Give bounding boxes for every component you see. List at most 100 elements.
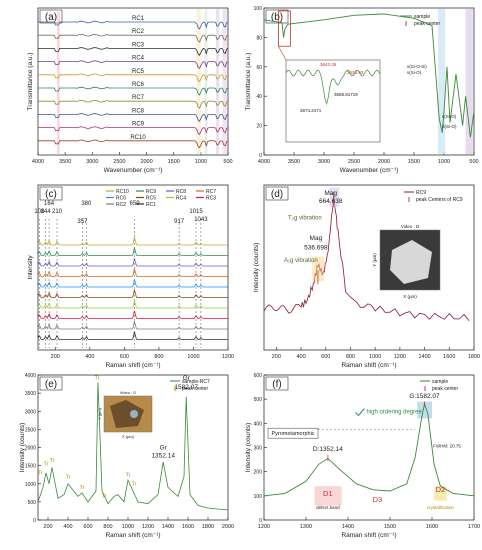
panel-letter-box [39,186,63,201]
x-tick-label: 1000 [122,524,134,530]
y-tick-label: 3500 [25,391,36,397]
legend-label: RC9 [146,189,156,195]
tr-label: Tr [126,473,131,479]
inset-peak-label: 3626.93 [347,70,364,75]
annotation: A₁g vibration [284,258,318,264]
x-tick-label: 2000 [378,159,390,165]
gr-label: Gr [183,375,191,382]
x-tick-label: 200 [43,524,52,530]
peak-label: 357 [77,219,88,225]
plot-frame [263,7,475,156]
series-line [37,237,228,246]
series-label: RC10 [130,135,146,141]
x-tick-label: 4000 [32,159,44,165]
x-tick-label: 200 [272,354,281,360]
peak-label: 210 [52,209,63,215]
legend-label: RC2 [116,202,126,208]
x-tick-label: 1800 [202,524,214,530]
inset-xlabel: X (μm) [403,294,417,299]
y-tick-label: 80 [256,35,262,41]
y-tick-label: 20 [256,124,262,130]
legend-label: RC10 [116,189,129,195]
inset-peak-label: 3643.39 [320,62,337,67]
legend-label: peak center [182,386,208,392]
x-tick-label: 1200 [222,354,234,360]
y-tick-label: 40 [256,94,262,100]
y-tick-label: 2500 [25,427,36,433]
band-highlight [417,401,432,419]
peak-label: 108 [34,209,45,215]
inset-peak-label: 3658.81719 [334,92,358,97]
annotation: Pyrometamorphic [271,431,314,437]
inset-ylabel: Y (μm) [97,407,102,420]
series-label: RC3 [132,42,145,48]
legend-label: peak center [432,386,458,392]
panel-letter-box [265,376,289,391]
panel-letter-box [265,186,289,201]
x-axis-label: Wavenumber (cm⁻¹) [104,167,163,174]
panel-e: 200 400 600 800 1000 1200 1400 1600 1800 2000 Rama… [19,373,234,539]
series-line [38,33,229,43]
series-label: RC2 [132,29,145,35]
series-label: RC7 [132,95,145,101]
legend: RC10 RC9 RC8 RC7 RC6 RC5 RC4 RC3 RC2 RC1 [106,189,216,208]
x-tick-label: 1000 [195,159,207,165]
y-axis-label: Intensity (counts) [253,243,260,293]
tr-label: Tr [38,471,43,477]
legend-label: RC4 [176,196,186,202]
y-tick-label: 1500 [25,464,36,470]
panel-f: 1200 1300 1400 1500 1600 1700 Raman shift (cm⁻… [245,373,480,539]
panel-c: 200 400 600 800 1000 1200 Raman shift (cm⁻¹) In… [27,184,234,369]
x-tick-label: 400 [63,524,72,530]
gr-value: 1352.14 [151,453,175,460]
x-tick-label: 600 [83,524,92,530]
x-tick-label: 3500 [288,159,300,165]
series-label: RC9 [132,122,145,128]
y-tick-label: 0 [33,518,36,524]
peak-highlight [312,256,324,282]
x-tick-label: 2500 [348,159,360,165]
peak-label: 380 [81,201,92,207]
x-tick-label: 3000 [86,159,98,165]
peak-label: 144 [41,209,52,215]
y-tick-label: 400 [254,421,263,427]
series-line [38,73,229,83]
y-axis-label: Intensity (counts) [19,423,26,473]
peak-label: 1015 [189,209,203,215]
x-tick-label: 2500 [113,159,125,165]
x-tick-label: 1000 [369,354,381,360]
x-tick-label: 1300 [300,524,312,530]
annotation: defect band [316,505,340,510]
series-line [37,310,228,319]
series-line [263,193,470,322]
x-tick-label: 500 [469,159,478,165]
series-label: RC8 [132,108,145,114]
x-tick-label: 1600 [443,354,455,360]
panel-letter: (b) [271,12,283,23]
panel-letter: (e) [45,379,57,390]
x-tick-label: 2000 [222,524,234,530]
band-highlight [204,9,208,154]
annotation-box [267,427,319,439]
series-line [263,402,475,497]
check-icon [355,408,365,417]
band-highlight [57,9,60,154]
annotation: δ(Si-O) [442,124,457,129]
plot-frame [37,184,229,351]
zoom-box [277,10,291,47]
y-tick-label: 200 [254,470,263,476]
peak-label: 917 [174,219,185,225]
annotation: FWHM: 20.75 [433,444,461,449]
series-line [38,113,229,122]
zoom-connector [278,46,287,61]
series-line [38,47,229,56]
band-label: D1 [323,489,333,498]
series-label: RC5 [132,69,145,75]
annotation: crystallization [427,505,455,510]
x-tick-label: 600 [321,354,330,360]
gr-value: 1582.07 [174,384,198,391]
panel-d: 200 400 600 800 1000 1200 1400 1600 1800 Raman sh… [253,184,480,369]
